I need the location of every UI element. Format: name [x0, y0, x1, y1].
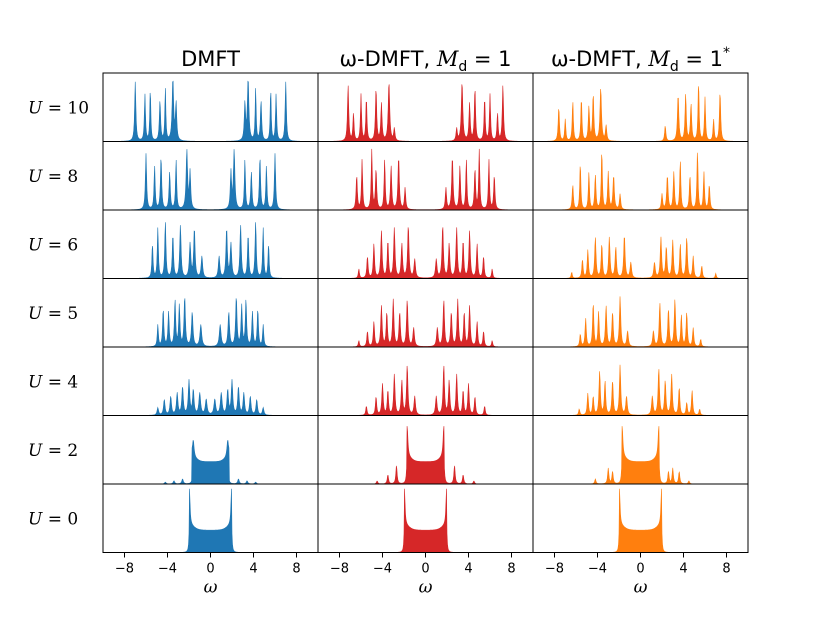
x-tick-label: 8 — [507, 562, 515, 577]
column-titles: DMFT ω-DMFT, Md = 1 ω-DMFT, Md = 1* — [181, 45, 730, 75]
panel — [532, 209, 749, 279]
spectrum-area — [102, 149, 319, 211]
x-tick-label: 8 — [292, 562, 300, 577]
x-tick-label: 4 — [679, 562, 687, 577]
panel — [102, 483, 319, 553]
spectrum-area — [317, 84, 534, 142]
column-title: ω-DMFT, Md = 1* — [551, 45, 730, 75]
x-tick-label: −4 — [373, 562, 392, 577]
row-labels: U = 10 U = 8 U = 6 U = 5 U = 4 U = 2 U = 0 — [28, 98, 89, 529]
panel — [102, 141, 319, 211]
panel — [532, 483, 749, 553]
panel — [532, 72, 749, 142]
spectrum-area — [532, 296, 749, 348]
x-tick-label: 0 — [636, 562, 644, 577]
panel — [532, 141, 749, 211]
panel — [317, 209, 534, 279]
panel-frame — [317, 141, 534, 211]
spectrum-area — [318, 488, 533, 553]
spectrum-area — [532, 426, 749, 485]
panel-frame — [532, 141, 749, 211]
spectrum-area — [532, 152, 749, 211]
panel — [317, 72, 534, 142]
panel — [532, 415, 749, 485]
x-tick-label: 4 — [249, 562, 257, 577]
panel-frame — [317, 209, 534, 279]
panel — [317, 141, 534, 211]
x-tick-label: 4 — [464, 562, 472, 577]
row-label: U = 8 — [28, 167, 78, 187]
spectrum-area — [533, 488, 748, 553]
row-label: U = 0 — [28, 509, 78, 529]
spectrum-area — [532, 236, 749, 279]
panel — [317, 346, 534, 416]
panel-frame — [532, 278, 749, 348]
x-axis-label: ω — [419, 578, 433, 598]
panel — [317, 278, 534, 348]
x-tick-label: −8 — [545, 562, 564, 577]
panel — [102, 209, 319, 279]
spectrum-area — [317, 227, 534, 279]
spectrum-area — [532, 364, 749, 416]
x-tick-label: −4 — [158, 562, 177, 577]
x-tick-label: −8 — [330, 562, 349, 577]
panel — [532, 346, 749, 416]
spectrum-area — [317, 426, 534, 485]
column-title: DMFT — [181, 47, 240, 71]
panel-frame — [317, 346, 534, 416]
x-axis-label: ω — [634, 578, 648, 598]
panel-frame — [102, 209, 319, 279]
panel-frame — [102, 141, 319, 211]
spectrum-area — [102, 80, 319, 142]
panel — [317, 415, 534, 485]
spectrum-area — [317, 365, 534, 416]
panel-frame — [317, 72, 534, 142]
spectrum-area — [317, 298, 534, 348]
panel — [102, 278, 319, 348]
row-label: U = 2 — [28, 441, 78, 461]
x-tick-label: −4 — [588, 562, 607, 577]
panel-frame — [317, 278, 534, 348]
x-tick-label: 8 — [722, 562, 730, 577]
x-tick-label: 0 — [206, 562, 214, 577]
panel — [317, 483, 534, 553]
column-title: ω-DMFT, Md = 1 — [339, 47, 511, 75]
x-tick-label: 0 — [421, 562, 429, 577]
x-axis-label: ω — [204, 578, 218, 598]
row-label: U = 4 — [28, 372, 78, 392]
x-axes: −8 −4 0 4 8 ω −8 −4 0 4 8 ω −8 −4 0 4 8 ω — [115, 552, 731, 598]
spectrum-area — [532, 86, 749, 142]
panel — [102, 346, 319, 416]
x-tick-label: −8 — [115, 562, 134, 577]
spectrum-area — [103, 440, 318, 485]
row-label: U = 5 — [28, 304, 78, 324]
panel — [102, 415, 319, 485]
panel-frame — [532, 209, 749, 279]
panel-frame — [102, 346, 319, 416]
panels — [102, 72, 749, 553]
row-label: U = 6 — [28, 235, 78, 255]
spectrum-area — [317, 148, 534, 211]
spectrum-area — [102, 379, 319, 416]
spectrum-area — [102, 222, 319, 279]
panel — [532, 278, 749, 348]
spectrum-area — [102, 298, 319, 348]
panel-frame — [532, 346, 749, 416]
spectrum-area — [103, 488, 318, 553]
panel-frame — [102, 278, 319, 348]
row-label: U = 10 — [28, 98, 89, 118]
panel — [102, 72, 319, 142]
